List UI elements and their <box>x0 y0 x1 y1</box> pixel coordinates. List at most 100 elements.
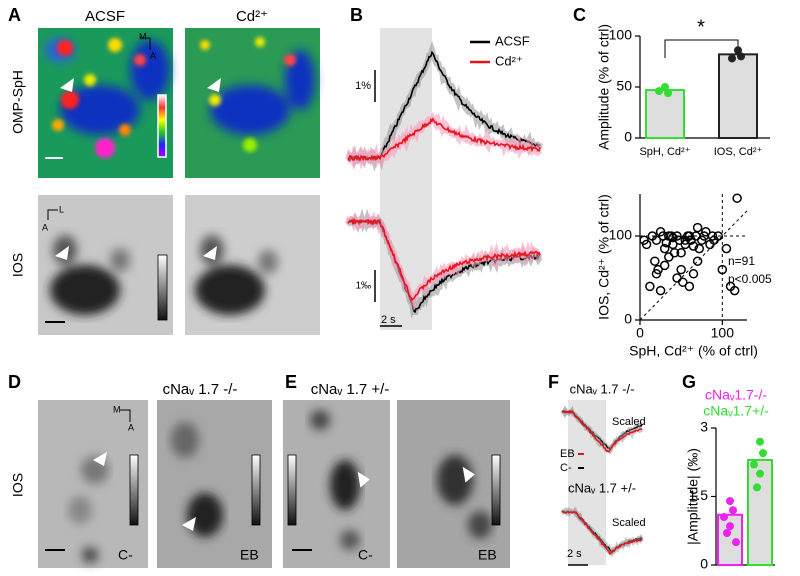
trace <box>347 116 541 162</box>
column-title: Cd²⁺ <box>236 8 268 25</box>
y-axis-label: Amplitude (% of ctrl) <box>596 24 612 150</box>
scale-label: 2 s <box>381 314 396 326</box>
data-point <box>726 522 734 531</box>
scale-bar <box>374 70 402 327</box>
orientation-label: L <box>59 204 64 214</box>
annotation: p<0.005 <box>728 272 772 286</box>
y-tick-label: 100 <box>609 227 633 243</box>
data-point <box>720 513 728 522</box>
data-point <box>729 285 740 296</box>
image-label: EB <box>240 547 259 563</box>
x-tick-label: IOS, Cd²⁺ <box>714 146 763 158</box>
data-point <box>734 46 742 55</box>
spH-image: M A <box>38 28 173 178</box>
data-point <box>641 239 652 250</box>
panel-label: C <box>573 5 586 25</box>
scale-label: 2 s <box>567 548 582 560</box>
data-point <box>676 264 686 275</box>
x-tick-label: SpH, Cd²⁺ <box>639 146 690 158</box>
orientation-label: M <box>113 404 121 414</box>
y-tick-label: 100 <box>609 27 633 43</box>
data-point <box>732 193 742 203</box>
x-tick-label: 100 <box>711 325 735 341</box>
data-point <box>645 281 655 292</box>
data-point <box>684 231 695 241</box>
traces <box>345 40 543 319</box>
data-point <box>726 497 734 506</box>
scale-label: 1‰ <box>355 281 371 292</box>
y-tick-label: 0 <box>624 129 632 145</box>
data-point <box>659 260 670 271</box>
data-point <box>653 264 663 275</box>
panel-title: cNaᵥ 1.7 +/- <box>568 480 636 495</box>
significance-bracket <box>664 39 739 58</box>
data-point <box>756 437 764 446</box>
data-point <box>672 231 682 241</box>
data-point <box>728 54 736 63</box>
panel-label: B <box>350 5 363 25</box>
x-axis-label: SpH, Cd²⁺ (% of ctrl) <box>629 343 758 359</box>
ios-image: L A <box>38 195 173 335</box>
data-point <box>661 83 669 91</box>
data-point <box>713 231 723 241</box>
traces <box>560 404 644 558</box>
data-point <box>651 235 662 245</box>
panel-title: cNaᵥ 1.7 +/- <box>311 381 390 398</box>
y-axis-label: IOS, Cd²⁺ (% of ctrl) <box>596 194 612 320</box>
cd-image <box>185 28 320 178</box>
panel-label: G <box>682 372 696 392</box>
data-point <box>684 281 695 292</box>
data-point <box>701 227 711 237</box>
bar <box>718 53 758 139</box>
data-point <box>655 285 666 296</box>
legend-label: ACSF <box>495 33 530 48</box>
data-point <box>655 87 663 96</box>
data-point <box>678 277 688 287</box>
y-tick-label: 1.5 <box>689 487 709 503</box>
legend-label: cNaᵥ1.7+/- <box>703 403 769 419</box>
data-point <box>688 269 699 279</box>
data-point <box>732 538 740 547</box>
ios-image: M A C- <box>38 400 148 568</box>
data-point <box>692 222 703 233</box>
data-point <box>737 52 745 61</box>
data-point <box>753 483 761 492</box>
y-tick-label: 50 <box>616 78 632 94</box>
ios-image: C- <box>283 400 390 568</box>
data-point <box>721 243 732 254</box>
data-point <box>659 243 670 254</box>
bar <box>645 89 685 139</box>
y-tick-label: 0 <box>700 556 708 572</box>
data-point <box>651 269 662 279</box>
trace-note: Scaled <box>612 416 646 428</box>
annotation: * <box>697 16 705 38</box>
ios-image <box>185 195 320 335</box>
row-label: OMP-SpH <box>10 70 26 134</box>
row-label: IOS <box>10 473 26 497</box>
panel-title: cNaᵥ 1.7 -/- <box>570 381 635 396</box>
image-label: EB <box>478 547 497 563</box>
x-tick-label: 0 <box>636 325 644 341</box>
orientation-label: M <box>139 31 147 41</box>
trace <box>561 409 643 453</box>
data-point <box>692 256 703 266</box>
data-point <box>707 231 718 241</box>
annotation: n=91 <box>728 254 755 268</box>
panel-label: E <box>285 372 297 392</box>
ios-image: EB <box>157 400 272 568</box>
orientation-label: A <box>128 422 134 432</box>
data-point <box>668 239 678 250</box>
data-point <box>688 241 699 251</box>
trace <box>561 510 643 556</box>
y-axis-label: |Amplitude| (‰) <box>685 448 701 545</box>
image-label: C- <box>118 547 133 563</box>
data-point <box>650 256 660 266</box>
data-point <box>756 469 764 478</box>
legend-label: cNaᵥ1.7-/- <box>705 387 767 403</box>
panel-label: A <box>8 5 21 25</box>
data-point <box>723 529 731 538</box>
data-point <box>759 449 767 458</box>
reference-line <box>639 194 748 321</box>
trace <box>347 217 541 302</box>
